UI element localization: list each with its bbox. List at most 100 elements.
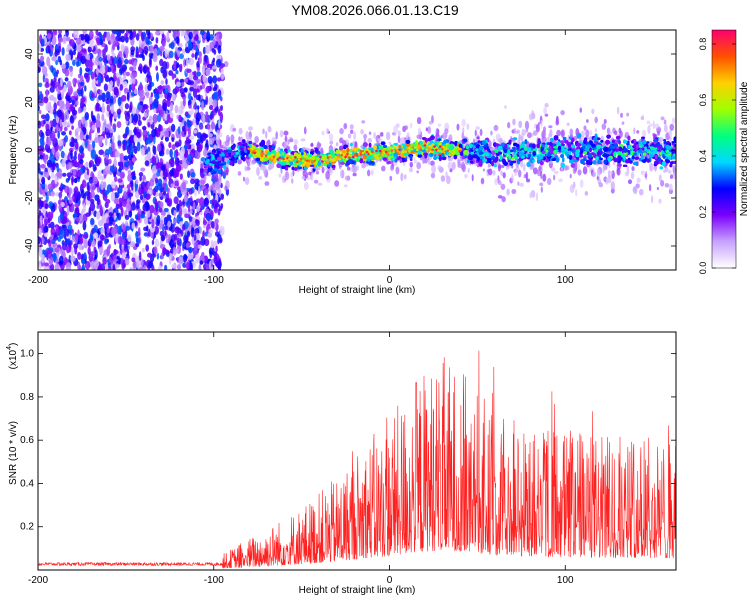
signal-halo-cell	[582, 166, 588, 175]
noise-cell	[205, 139, 209, 148]
signal-halo-cell	[350, 166, 354, 173]
noise-cell	[106, 31, 111, 42]
noise-cell	[53, 77, 57, 83]
noise-cell	[201, 64, 206, 75]
signal-halo-cell	[242, 176, 246, 182]
noise-cell	[128, 136, 135, 144]
noise-cell	[165, 78, 168, 86]
noise-cell	[149, 225, 156, 233]
noise-cell	[160, 234, 166, 242]
noise-cell	[198, 51, 202, 58]
noise-cell	[127, 234, 132, 243]
noise-cell	[116, 121, 122, 129]
noise-cell	[85, 67, 90, 73]
noise-cell	[62, 224, 67, 232]
signal-halo-cell	[585, 129, 590, 138]
signal-halo-cell	[535, 124, 540, 133]
noise-cell	[151, 218, 155, 229]
noise-cell	[81, 265, 86, 270]
noise-cell	[38, 220, 41, 230]
noise-cell	[220, 104, 224, 112]
noise-cell	[101, 113, 105, 122]
signal-halo-cell	[275, 131, 278, 140]
noise-cell	[86, 194, 91, 201]
noise-cell	[170, 183, 175, 188]
noise-cell	[119, 84, 124, 91]
noise-cell	[142, 203, 148, 212]
signal-halo-cell	[325, 171, 330, 180]
noise-cell	[174, 180, 179, 187]
noise-cell	[220, 193, 225, 200]
noise-cell	[84, 140, 88, 147]
noise-cell	[131, 222, 136, 230]
signal-halo-cell	[461, 118, 466, 127]
signal-halo-cell	[658, 198, 662, 204]
noise-cell	[216, 54, 222, 60]
noise-cell	[126, 198, 130, 204]
noise-cell	[103, 118, 107, 128]
noise-cell	[187, 170, 191, 178]
noise-cell	[205, 212, 211, 222]
signal-halo-cell	[283, 140, 288, 148]
signal-halo-cell	[254, 136, 259, 144]
noise-cell	[155, 65, 159, 71]
noise-cell	[70, 95, 76, 100]
noise-cell	[58, 139, 64, 147]
noise-cell	[209, 64, 213, 70]
noise-cell	[190, 107, 195, 115]
signal-halo-cell	[497, 180, 502, 186]
noise-cell	[66, 121, 71, 127]
signal-halo-cell	[576, 162, 580, 171]
noise-cell	[124, 32, 128, 40]
noise-cell	[46, 56, 51, 67]
noise-cell	[152, 113, 158, 124]
signal-halo-cell	[440, 175, 446, 182]
noise-cell	[65, 238, 71, 246]
noise-cell	[105, 199, 111, 204]
noise-cell	[66, 172, 73, 178]
signal-halo-cell	[381, 165, 386, 172]
noise-cell	[136, 259, 141, 269]
noise-cell	[208, 247, 213, 255]
noise-cell	[83, 106, 87, 112]
noise-cell	[210, 210, 214, 218]
signal-halo-cell	[487, 163, 492, 168]
noise-cell	[67, 162, 73, 170]
noise-cell	[114, 176, 118, 183]
signal-halo-cell	[494, 178, 498, 186]
noise-cell	[58, 229, 65, 240]
noise-cell	[51, 161, 56, 171]
noise-cell	[133, 88, 138, 95]
noise-cell	[173, 233, 178, 241]
signal-halo-cell	[363, 133, 368, 139]
signal-halo-cell	[457, 159, 461, 166]
signal-halo-cell	[500, 183, 506, 190]
noise-cell	[156, 161, 162, 169]
signal-halo-cell	[471, 174, 474, 182]
noise-cell	[179, 173, 183, 180]
noise-cell	[44, 72, 48, 77]
noise-cell	[154, 238, 160, 248]
signal-halo-cell	[542, 126, 547, 133]
noise-cell	[73, 114, 77, 120]
signal-halo-cell	[656, 130, 661, 136]
noise-cell	[148, 189, 153, 195]
noise-cell	[196, 131, 203, 139]
signal-halo-cell	[400, 172, 404, 182]
noise-cell	[128, 158, 133, 167]
signal-halo-cell	[501, 196, 506, 203]
noise-cell	[138, 47, 143, 53]
noise-cell	[146, 92, 150, 99]
signal-halo-cell	[360, 129, 364, 135]
noise-cell	[120, 43, 125, 53]
noise-cell	[48, 201, 54, 207]
noise-cell	[60, 112, 65, 123]
noise-cell	[168, 30, 172, 34]
noise-cell	[179, 63, 183, 71]
noise-cell	[53, 30, 58, 36]
noise-cell	[81, 258, 86, 265]
noise-cell	[48, 223, 51, 229]
noise-cell	[151, 264, 155, 270]
noise-cell	[113, 95, 117, 104]
signal-halo-cell	[596, 169, 601, 178]
